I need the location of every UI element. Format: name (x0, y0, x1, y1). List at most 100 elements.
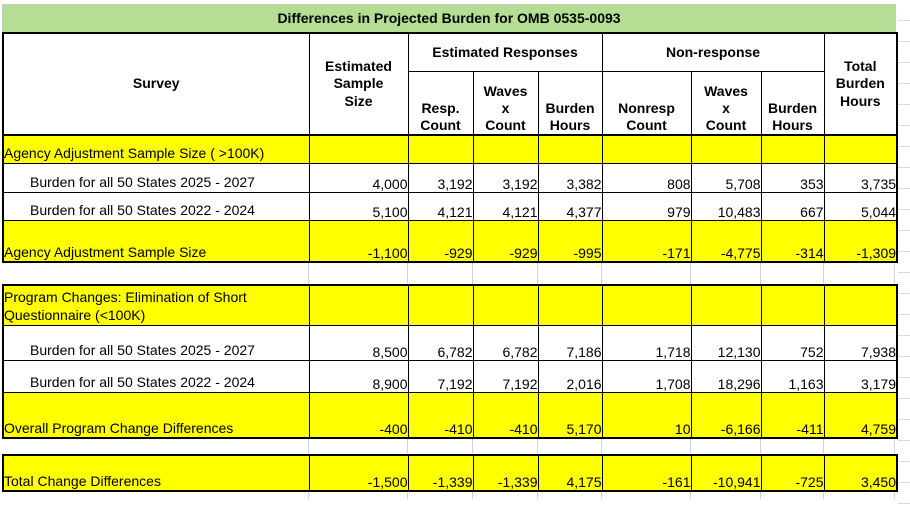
value-cell[interactable]: -1,339 (407, 454, 474, 492)
col-header-resp-count[interactable]: Resp. Count (407, 70, 474, 136)
value-cell[interactable] (407, 134, 474, 164)
value-cell[interactable]: -10,941 (690, 454, 762, 492)
value-cell[interactable]: 7,186 (537, 324, 603, 361)
value-cell[interactable]: -1,309 (823, 219, 898, 263)
value-cell[interactable]: 3,192 (472, 162, 539, 193)
value-cell[interactable]: 6,782 (407, 324, 474, 361)
table-title-cell[interactable]: Differences in Projected Burden for OMB … (2, 4, 896, 32)
value-cell[interactable]: 1,163 (760, 359, 825, 393)
row-label[interactable]: Burden for all 50 States 2025 - 2027 (2, 324, 310, 361)
value-cell[interactable] (690, 284, 762, 326)
value-cell[interactable]: 7,192 (472, 359, 539, 393)
value-cell[interactable]: -161 (601, 454, 692, 492)
value-cell[interactable] (760, 284, 825, 326)
value-cell[interactable]: -411 (760, 391, 825, 439)
value-cell[interactable]: 3,382 (537, 162, 603, 193)
value-cell[interactable] (760, 134, 825, 164)
value-cell[interactable]: -929 (472, 219, 539, 263)
gridline (601, 492, 602, 499)
value-cell[interactable]: 6,782 (472, 324, 539, 361)
value-cell[interactable]: 7,192 (407, 359, 474, 393)
gridline (472, 492, 473, 499)
value-cell[interactable]: 1,718 (601, 324, 692, 361)
value-cell[interactable]: 4,121 (472, 191, 539, 221)
value-cell[interactable]: 3,450 (823, 454, 898, 492)
col-header-survey[interactable]: Survey (2, 32, 310, 136)
value-cell[interactable] (823, 134, 898, 164)
value-cell[interactable] (472, 284, 539, 326)
row-label[interactable]: Program Changes: Elimination of Short Qu… (2, 284, 310, 326)
group-header-non-response[interactable]: Non-response (601, 32, 825, 72)
value-cell[interactable]: 18,296 (690, 359, 762, 393)
value-cell[interactable]: 808 (601, 162, 692, 193)
value-cell[interactable] (308, 134, 409, 164)
value-cell[interactable]: 5,708 (690, 162, 762, 193)
value-cell[interactable]: 4,000 (308, 162, 409, 193)
value-cell[interactable]: 8,900 (308, 359, 409, 393)
gridline (601, 439, 602, 454)
value-cell[interactable]: -929 (407, 219, 474, 263)
value-cell[interactable]: 3,735 (823, 162, 898, 193)
value-cell[interactable]: -410 (472, 391, 539, 439)
col-header-total-burden-hours[interactable]: Total Burden Hours (823, 32, 898, 136)
value-cell[interactable]: 5,100 (308, 191, 409, 221)
value-cell[interactable]: 5,044 (823, 191, 898, 221)
value-cell[interactable]: -400 (308, 391, 409, 439)
value-cell[interactable]: -1,100 (308, 219, 409, 263)
value-cell[interactable] (601, 134, 692, 164)
value-cell[interactable] (601, 284, 692, 326)
value-cell[interactable]: -1,500 (308, 454, 409, 492)
value-cell[interactable]: 8,500 (308, 324, 409, 361)
value-cell[interactable] (472, 134, 539, 164)
col-header-waves-x-count-nonresponse[interactable]: Waves x Count (690, 70, 762, 136)
col-header-estimated-sample-size[interactable]: Estimated Sample Size (308, 32, 409, 136)
row-label[interactable]: Agency Adjustment Sample Size (2, 219, 310, 263)
row-label[interactable]: Burden for all 50 States 2022 - 2024 (2, 191, 310, 221)
value-cell[interactable]: -4,775 (690, 219, 762, 263)
value-cell[interactable]: 979 (601, 191, 692, 221)
value-cell[interactable]: -171 (601, 219, 692, 263)
row-label[interactable]: Burden for all 50 States 2025 - 2027 (2, 162, 310, 193)
value-cell[interactable]: -314 (760, 219, 825, 263)
row-label[interactable]: Agency Adjustment Sample Size ( >100K) (2, 134, 310, 164)
row-label[interactable]: Burden for all 50 States 2022 - 2024 (2, 359, 310, 393)
value-cell[interactable]: -1,339 (472, 454, 539, 492)
table-row-section-program-changes: Program Changes: Elimination of Short Qu… (2, 284, 898, 326)
value-cell[interactable]: -6,166 (690, 391, 762, 439)
value-cell[interactable]: 4,121 (407, 191, 474, 221)
table-row-data: Burden for all 50 States 2025 - 2027 4,0… (2, 162, 898, 193)
col-header-burden-hours-responses[interactable]: Burden Hours (537, 70, 603, 136)
gridline (407, 263, 408, 284)
value-cell[interactable] (823, 284, 898, 326)
value-cell[interactable]: 3,192 (407, 162, 474, 193)
value-cell[interactable]: 2,016 (537, 359, 603, 393)
value-cell[interactable]: -995 (537, 219, 603, 263)
value-cell[interactable]: 4,175 (537, 454, 603, 492)
value-cell[interactable]: 12,130 (690, 324, 762, 361)
value-cell[interactable]: 10,483 (690, 191, 762, 221)
value-cell[interactable]: 1,708 (601, 359, 692, 393)
row-label[interactable]: Overall Program Change Differences (2, 391, 310, 439)
value-cell[interactable]: 10 (601, 391, 692, 439)
value-cell[interactable]: -725 (760, 454, 825, 492)
value-cell[interactable]: 667 (760, 191, 825, 221)
row-label[interactable]: Total Change Differences (2, 454, 310, 492)
col-header-burden-hours-nonresponse[interactable]: Burden Hours (760, 70, 825, 136)
value-cell[interactable]: 4,759 (823, 391, 898, 439)
value-cell[interactable] (308, 284, 409, 326)
value-cell[interactable]: 353 (760, 162, 825, 193)
value-cell[interactable]: 4,377 (537, 191, 603, 221)
group-header-estimated-responses[interactable]: Estimated Responses (407, 32, 603, 72)
value-cell[interactable]: 5,170 (537, 391, 603, 439)
value-cell[interactable]: -410 (407, 391, 474, 439)
value-cell[interactable]: 752 (760, 324, 825, 361)
value-cell[interactable] (690, 134, 762, 164)
col-header-waves-x-count-responses[interactable]: Waves x Count (472, 70, 539, 136)
value-cell[interactable] (537, 284, 603, 326)
gridline (760, 439, 761, 454)
value-cell[interactable]: 3,179 (823, 359, 898, 393)
value-cell[interactable]: 7,938 (823, 324, 898, 361)
value-cell[interactable] (537, 134, 603, 164)
col-header-nonresp-count[interactable]: Nonresp Count (601, 70, 692, 136)
value-cell[interactable] (407, 284, 474, 326)
